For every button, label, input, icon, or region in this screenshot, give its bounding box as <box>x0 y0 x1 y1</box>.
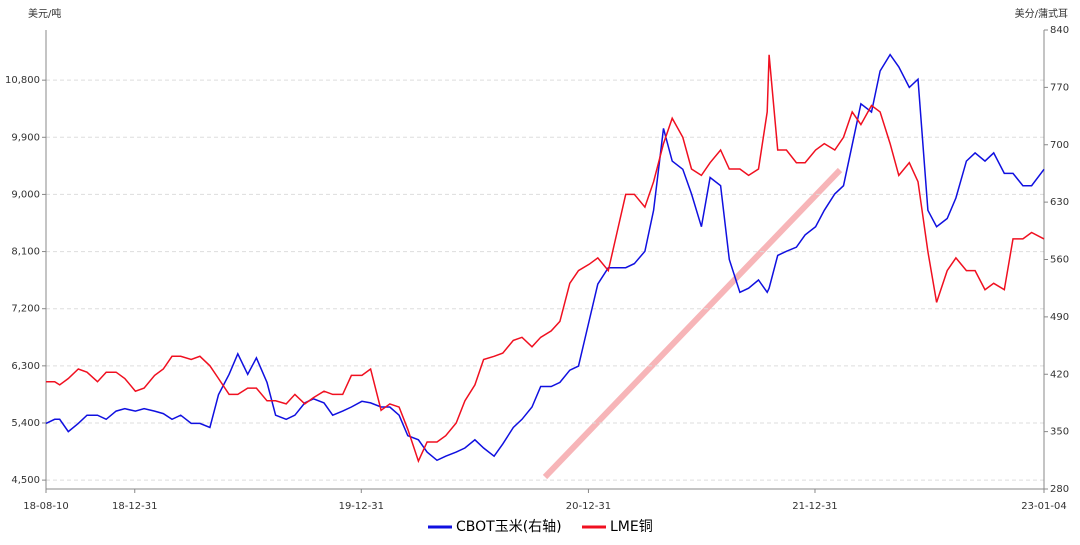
y-tick-label: 9,900 <box>11 132 40 143</box>
y-tick-label: 6,300 <box>11 361 40 372</box>
y2-tick-label: 840 <box>1050 25 1069 36</box>
y-tick-label: 5,400 <box>11 418 40 429</box>
y-tick-label: 9,000 <box>11 189 40 200</box>
x-tick-label: 21-12-31 <box>792 501 837 512</box>
trend-arrow <box>542 167 843 480</box>
y2-tick-label: 280 <box>1050 484 1069 495</box>
legend-label: CBOT玉米(右轴) <box>456 519 562 535</box>
y2-tick-label: 700 <box>1050 140 1069 151</box>
line-series <box>46 54 1045 464</box>
line-series <box>45 53 1045 462</box>
y2-tick-label: 630 <box>1050 197 1069 208</box>
y2-tick-label: 560 <box>1050 255 1069 266</box>
y-tick-label: 8,100 <box>11 247 40 258</box>
x-tick-label: 18-12-31 <box>112 501 157 512</box>
y2-tick-label: 770 <box>1050 82 1069 93</box>
y-tick-label: 4,500 <box>11 475 40 486</box>
x-tick-label: 18-08-10 <box>23 501 68 512</box>
y2-tick-label: 350 <box>1050 427 1069 438</box>
x-tick-label: 19-12-31 <box>339 501 384 512</box>
legend-label: LME铜 <box>610 519 653 535</box>
x-tick-label: 20-12-31 <box>566 501 611 512</box>
y-tick-label: 10,800 <box>5 75 40 86</box>
legend: CBOT玉米(右轴) LME铜 <box>428 519 653 535</box>
y-tick-label: 7,200 <box>11 304 40 315</box>
y2-axis-label: 美分/蒲式耳 <box>1015 7 1068 20</box>
x-tick-label: 23-01-04 <box>1021 501 1066 512</box>
y-axis-label: 美元/吨 <box>28 7 61 20</box>
y2-tick-label: 490 <box>1050 312 1069 323</box>
y2-tick-label: 420 <box>1050 369 1069 380</box>
